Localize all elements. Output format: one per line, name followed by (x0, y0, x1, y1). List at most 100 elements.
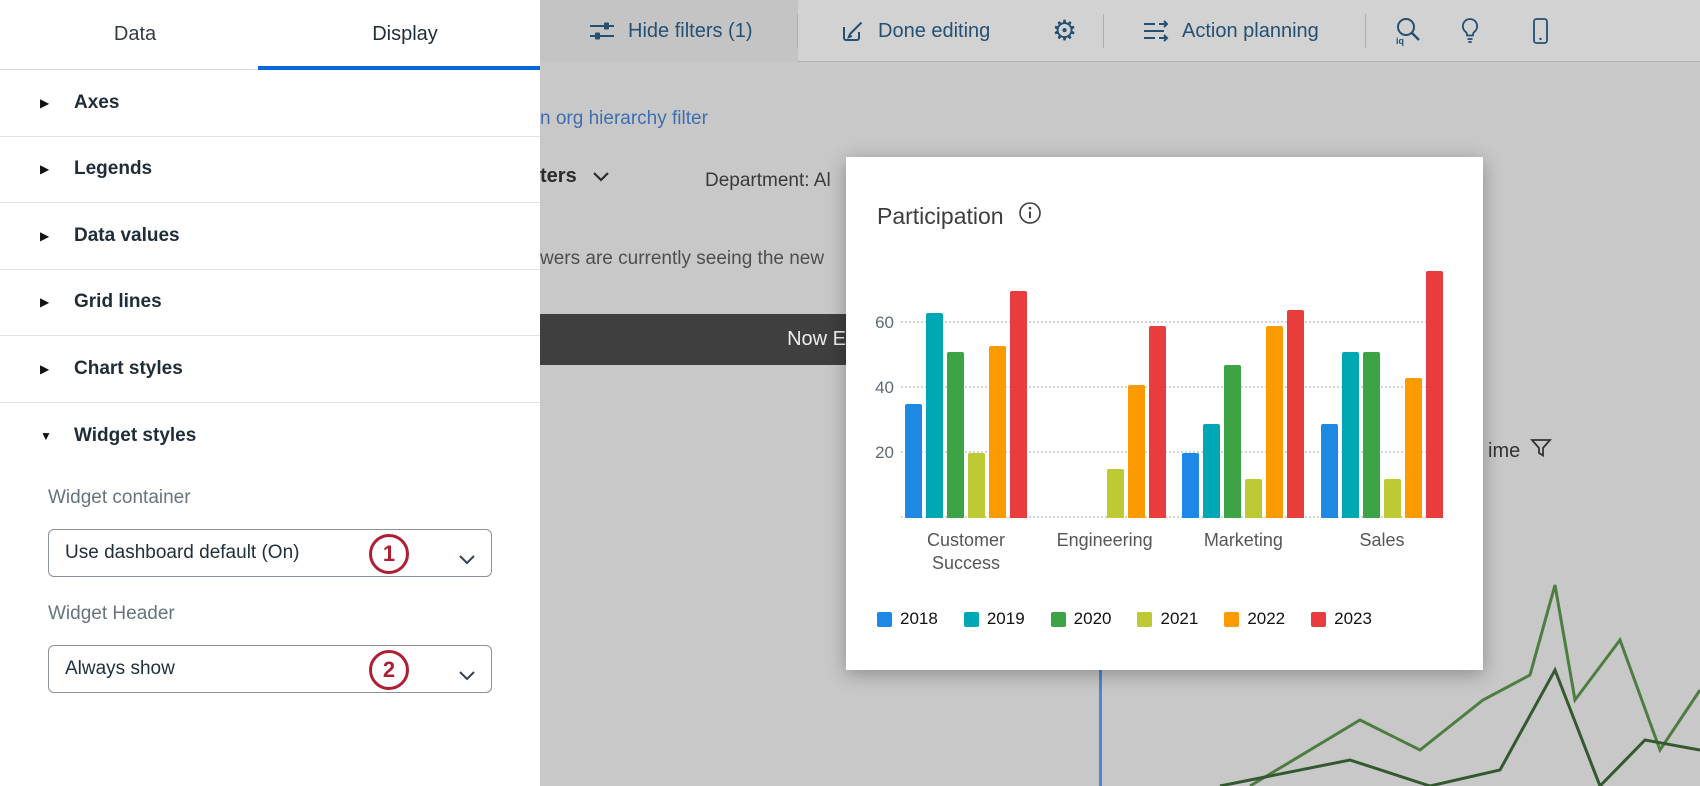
org-hierarchy-filter-link[interactable]: n org hierarchy filter (540, 108, 708, 129)
panel-sections: ▶ Axes ▶ Legends ▶ Data values ▶ Grid lines ▶ Cha… (0, 70, 540, 469)
hide-filters-label: Hide filters (1) (628, 19, 753, 42)
info-icon[interactable] (1018, 201, 1042, 231)
bar-2019-sales[interactable] (1342, 352, 1359, 518)
action-planning-button[interactable]: Action planning (1142, 0, 1319, 62)
settings-button[interactable]: ⚙ (1052, 0, 1077, 62)
legend-label: 2018 (900, 609, 938, 628)
category-label: Sales (1359, 530, 1405, 550)
section-data-values[interactable]: ▶ Data values (0, 203, 540, 270)
bar-group-customer-success (905, 290, 1027, 518)
bar-2021-engineering[interactable] (1106, 469, 1124, 518)
department-filter-value[interactable]: Department: Al (705, 170, 831, 191)
bar-2023-marketing[interactable] (1287, 310, 1305, 518)
gridline (901, 516, 1443, 518)
y-axis-labels: 20 40 60 (846, 258, 894, 518)
tab-display[interactable]: Display (372, 23, 438, 45)
done-editing-label: Done editing (878, 19, 991, 42)
section-widget-styles[interactable]: ▼ Widget styles (0, 403, 540, 470)
bar-2020-customer-success[interactable] (947, 352, 964, 518)
step-2-badge: 2 (369, 650, 409, 690)
bar-group-engineering (1044, 326, 1166, 518)
bar-2023-customer-success[interactable] (1010, 290, 1027, 518)
legend-item-2023[interactable]: 2023 (1311, 609, 1372, 629)
bar-2021-sales[interactable] (1384, 479, 1401, 518)
legend-item-2022[interactable]: 2022 (1224, 609, 1285, 629)
category-label: Engineering (1056, 530, 1153, 550)
legend-item-2019[interactable]: 2019 (963, 609, 1025, 629)
hide-filters-button[interactable]: Hide filters (1) (588, 0, 752, 62)
chart-title: Participation (877, 202, 1004, 229)
active-tab-underline (258, 66, 540, 70)
bar-2022-engineering[interactable] (1127, 384, 1145, 518)
gridline (901, 321, 1443, 323)
category-label: Customer Success (926, 530, 1006, 573)
chart-title-row: Participation (877, 201, 1042, 231)
search-iq-icon: iq (1392, 16, 1424, 46)
panel-tabbar: Data Display (0, 0, 540, 70)
gridline (901, 386, 1443, 388)
toolbar-divider (1365, 14, 1366, 48)
bar-2019-marketing[interactable] (1203, 423, 1221, 518)
section-label: Widget styles (74, 424, 197, 446)
legend-item-2020[interactable]: 2020 (1050, 609, 1111, 629)
filter-sliders-icon (588, 19, 616, 43)
mobile-preview-button[interactable] (1532, 0, 1549, 62)
bar-2018-marketing[interactable] (1182, 453, 1200, 518)
banner-label: Now E (787, 328, 846, 350)
chevron-right-icon: ▶ (40, 95, 50, 110)
chevron-down-icon (459, 665, 475, 687)
svg-text:iq: iq (1396, 36, 1404, 46)
legend-item-2021[interactable]: 2021 (1137, 609, 1198, 629)
iq-search-button[interactable]: iq (1392, 0, 1424, 62)
done-editing-button[interactable]: Done editing (840, 0, 990, 62)
category-label: Marketing (1203, 530, 1283, 550)
bar-group-sales (1321, 271, 1443, 518)
bar-2018-sales[interactable] (1321, 423, 1338, 518)
widget-container-value: Use dashboard default (On) (65, 542, 300, 563)
insights-button[interactable] (1458, 0, 1482, 62)
section-legends[interactable]: ▶ Legends (0, 137, 540, 203)
background-line-chart (1219, 584, 1700, 786)
bar-2018-customer-success[interactable] (905, 404, 922, 518)
bar-group-marketing (1182, 310, 1305, 518)
bar-2023-engineering[interactable] (1148, 326, 1166, 518)
widget-container-dropdown[interactable]: Use dashboard default (On) 1 (48, 529, 492, 577)
toolbar-divider (1103, 14, 1104, 48)
section-chart-styles[interactable]: ▶ Chart styles (0, 336, 540, 403)
filters-dropdown[interactable]: ters (540, 165, 609, 188)
section-label: Data values (74, 224, 180, 246)
section-axes[interactable]: ▶ Axes (0, 70, 540, 137)
section-label: Legends (74, 158, 153, 180)
widget-header-dropdown[interactable]: Always show 2 (48, 645, 492, 693)
action-planning-icon (1142, 19, 1170, 43)
top-toolbar: Hide filters (1) Done editing ⚙ Action p… (540, 0, 1700, 62)
widget-container-label: Widget container (48, 487, 191, 508)
bar-2021-customer-success[interactable] (968, 453, 985, 518)
bar-2020-sales[interactable] (1363, 352, 1380, 518)
bar-2020-marketing[interactable] (1224, 365, 1242, 518)
widget-header-value: Always show (65, 658, 175, 679)
mobile-phone-icon (1532, 17, 1549, 45)
step-1-badge: 1 (369, 534, 409, 574)
legend-item-2018[interactable]: 2018 (877, 609, 938, 629)
now-editing-banner: Now E (540, 314, 846, 365)
chevron-right-icon: ▶ (40, 162, 50, 177)
filters-label: ters (540, 165, 577, 187)
bar-2022-customer-success[interactable] (989, 345, 1006, 518)
chevron-down-icon: ▼ (40, 428, 52, 443)
section-label: Grid lines (74, 291, 162, 313)
hide-filters-segment-bg (540, 0, 798, 62)
bar-2023-sales[interactable] (1426, 271, 1443, 518)
chevron-down-icon (459, 549, 475, 571)
bar-2019-customer-success[interactable] (926, 313, 943, 518)
bar-chart-plot (901, 258, 1443, 518)
bar-2021-marketing[interactable] (1245, 479, 1263, 518)
bar-2022-marketing[interactable] (1266, 326, 1284, 518)
legend-swatch (1311, 611, 1327, 627)
widget-header-label: Widget Header (48, 603, 175, 624)
funnel-filter-icon[interactable] (1530, 437, 1553, 465)
legend-swatch (1224, 611, 1240, 627)
section-grid-lines[interactable]: ▶ Grid lines (0, 270, 540, 336)
bar-2022-sales[interactable] (1405, 378, 1422, 518)
tab-data[interactable]: Data (113, 23, 157, 45)
